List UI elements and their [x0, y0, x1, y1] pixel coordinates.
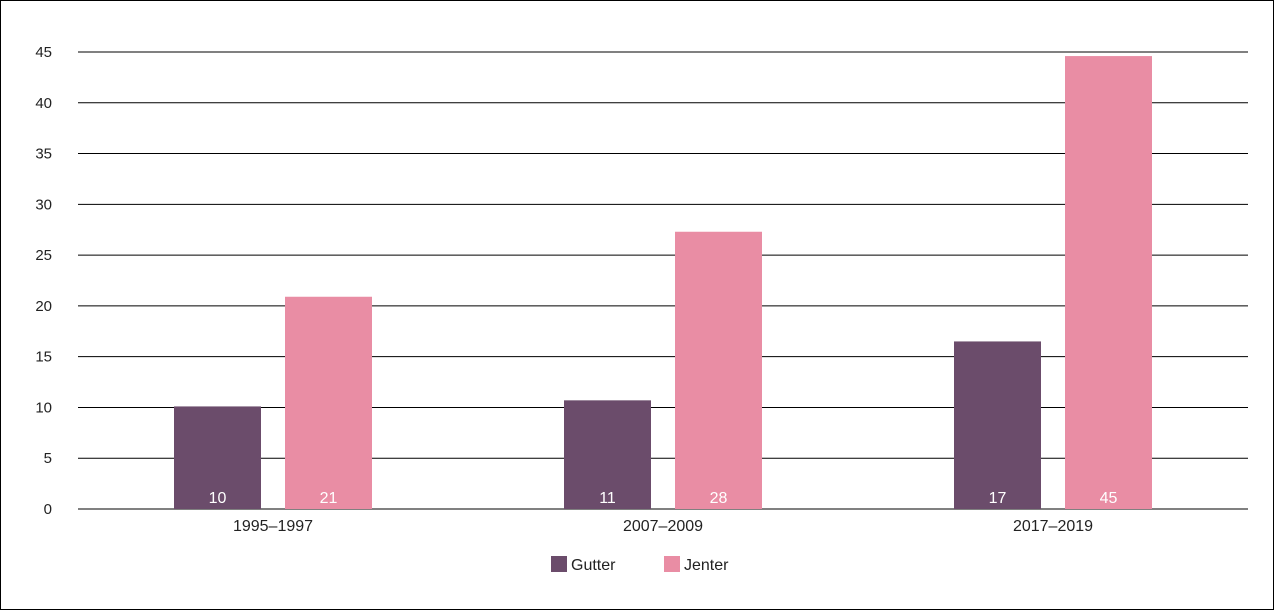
legend: Gutter Jenter [551, 556, 729, 574]
bar-gutter [174, 406, 261, 509]
x-tick-label: 1995–1997 [233, 518, 313, 535]
bar-gutter [954, 341, 1041, 509]
bar-jenter [675, 231, 762, 509]
legend-swatch-gutter [551, 556, 567, 572]
data-label: 28 [710, 490, 728, 507]
x-tick-label: 2017–2019 [1013, 518, 1093, 535]
bar-gutter [564, 400, 651, 509]
data-label: 10 [209, 490, 227, 507]
y-tick-label: 5 [44, 450, 52, 467]
y-tick-label: 45 [35, 44, 52, 61]
y-tick-label: 10 [35, 399, 52, 416]
gridlines [78, 51, 1248, 510]
legend-label-gutter: Gutter [571, 557, 616, 574]
y-axis-ticks: 0 5 10 15 20 25 30 35 40 45 [35, 44, 52, 518]
y-tick-label: 35 [35, 146, 52, 163]
bars [174, 56, 1152, 509]
data-label: 45 [1100, 490, 1118, 507]
data-label: 21 [320, 490, 338, 507]
y-tick-label: 0 [44, 501, 52, 518]
data-labels: 10 21 11 28 17 45 [209, 490, 1118, 507]
y-tick-label: 20 [35, 298, 52, 315]
y-tick-label: 30 [35, 196, 52, 213]
x-axis-ticks: 1995–1997 2007–2009 2017–2019 [233, 518, 1093, 535]
bar-jenter [1065, 56, 1152, 509]
data-label: 17 [989, 490, 1007, 507]
y-tick-label: 40 [35, 95, 52, 112]
bar-jenter [285, 296, 372, 509]
y-tick-label: 25 [35, 247, 52, 264]
legend-swatch-jenter [664, 556, 680, 572]
legend-label-jenter: Jenter [684, 557, 729, 574]
x-tick-label: 2007–2009 [623, 518, 703, 535]
data-label: 11 [599, 490, 616, 507]
y-tick-label: 15 [35, 349, 52, 366]
